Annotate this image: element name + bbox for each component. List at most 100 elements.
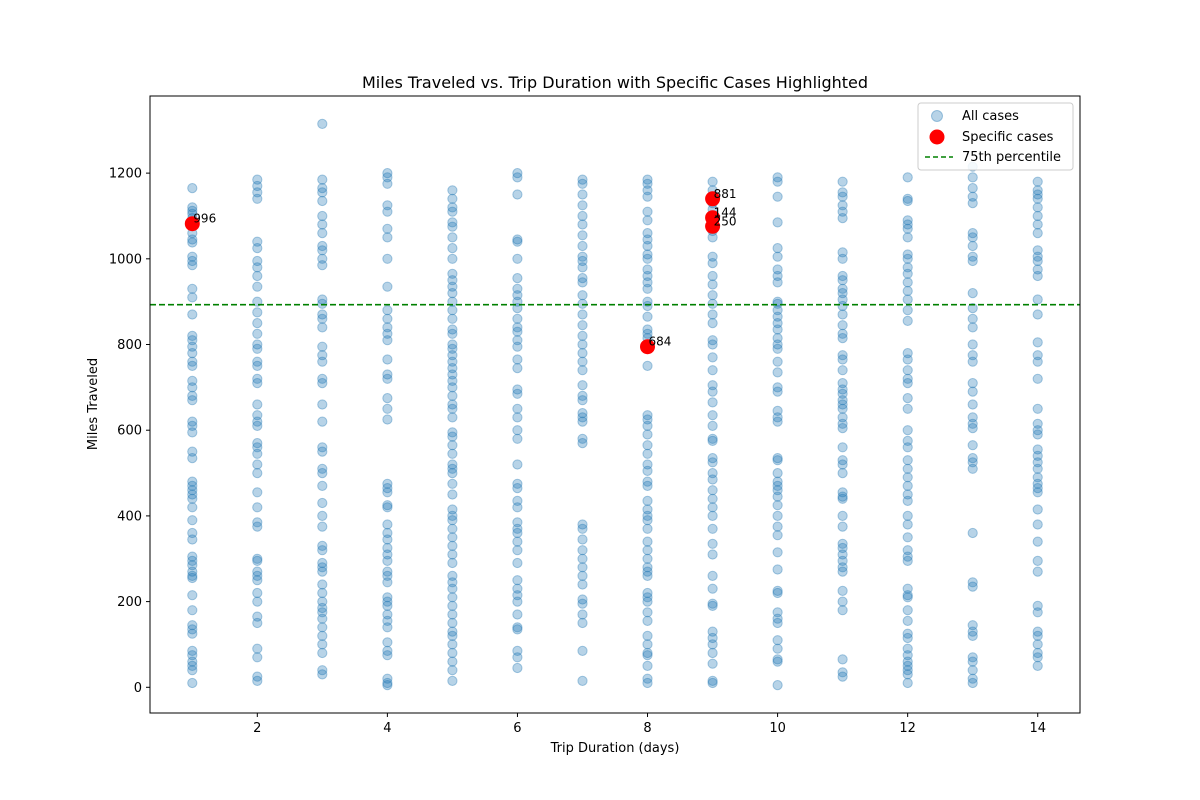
data-point-all-cases xyxy=(1032,639,1043,650)
data-point-all-cases xyxy=(512,624,523,635)
data-point-all-cases xyxy=(317,463,328,474)
data-point-all-cases xyxy=(317,630,328,642)
data-point-all-cases xyxy=(772,386,783,397)
data-point-specific-case xyxy=(184,216,200,232)
data-point-all-cases xyxy=(707,510,718,522)
data-point-all-cases xyxy=(382,519,393,530)
data-point-all-cases xyxy=(902,510,913,522)
data-point-all-cases xyxy=(837,412,848,423)
data-point-all-cases xyxy=(967,350,978,361)
data-point-all-cases xyxy=(837,667,848,678)
data-point-all-cases xyxy=(447,427,458,438)
data-point-all-cases xyxy=(187,234,198,245)
data-point-all-cases xyxy=(187,251,198,262)
data-point-all-cases xyxy=(577,570,588,582)
x-tick-label: 10 xyxy=(769,721,786,736)
data-point-all-cases xyxy=(577,290,588,301)
data-point-all-cases xyxy=(447,363,458,374)
legend-box xyxy=(917,102,1074,171)
data-point-all-cases xyxy=(382,566,393,577)
data-point-all-cases xyxy=(317,497,328,509)
data-point-all-cases xyxy=(967,339,978,350)
data-point-all-cases xyxy=(317,183,328,194)
data-point-all-cases xyxy=(707,380,718,391)
data-point-all-cases xyxy=(902,348,913,359)
data-point-all-cases xyxy=(577,598,588,609)
data-point-all-cases xyxy=(317,399,328,410)
data-point-all-cases xyxy=(642,673,653,684)
data-point-all-cases xyxy=(317,669,328,680)
data-point-all-cases xyxy=(382,577,393,588)
data-point-all-cases xyxy=(967,626,978,637)
data-point-all-cases xyxy=(967,577,978,588)
data-point-all-cases xyxy=(382,168,393,179)
data-point-all-cases xyxy=(252,281,263,292)
data-point-all-cases xyxy=(772,339,783,350)
data-point-all-cases xyxy=(1032,189,1043,200)
data-point-all-cases xyxy=(967,251,978,262)
data-point-all-cases xyxy=(837,542,848,554)
data-point-all-cases xyxy=(512,403,523,414)
data-point-all-cases xyxy=(447,639,458,650)
data-point-all-cases xyxy=(837,213,848,224)
data-point-all-cases xyxy=(252,587,263,599)
data-point-all-cases xyxy=(317,446,328,457)
data-point-all-cases xyxy=(1032,356,1043,367)
data-point-all-cases xyxy=(577,339,588,350)
data-point-all-cases xyxy=(837,283,848,294)
data-point-all-cases xyxy=(577,240,588,252)
data-point-all-cases xyxy=(772,617,783,629)
data-point-all-cases xyxy=(837,423,848,434)
data-point-all-cases xyxy=(772,654,783,665)
y-tick-label: 800 xyxy=(117,338,142,353)
data-point-all-cases xyxy=(772,172,783,183)
data-point-all-cases xyxy=(707,647,718,659)
data-point-all-cases xyxy=(902,665,913,676)
data-point-all-cases xyxy=(707,410,718,421)
data-point-all-cases xyxy=(447,412,458,423)
data-point-all-cases xyxy=(837,200,848,211)
data-point-all-cases xyxy=(382,478,393,489)
data-point-all-cases xyxy=(187,534,198,545)
data-point-all-cases xyxy=(187,360,198,371)
data-point-all-cases xyxy=(902,253,913,264)
data-point-all-cases xyxy=(447,515,458,526)
data-point-all-cases xyxy=(902,277,913,288)
data-point-all-cases xyxy=(447,463,458,474)
data-point-all-cases xyxy=(707,626,718,637)
data-point-all-cases xyxy=(902,305,913,316)
data-point-all-cases xyxy=(317,118,328,130)
y-tick-label: 400 xyxy=(117,509,142,524)
data-point-all-cases xyxy=(707,457,718,468)
data-point-all-cases xyxy=(967,191,978,202)
data-point-all-cases xyxy=(642,311,653,322)
data-point-all-cases xyxy=(902,195,913,207)
data-point-all-cases xyxy=(707,298,718,309)
data-point-all-cases xyxy=(252,521,263,532)
data-point-all-cases xyxy=(512,388,523,399)
data-point-all-cases xyxy=(447,656,458,667)
data-point-all-cases xyxy=(447,253,458,264)
data-point-all-cases xyxy=(577,416,588,427)
data-point-all-cases xyxy=(252,566,263,577)
data-point-all-cases xyxy=(317,240,328,252)
data-point-all-cases xyxy=(902,489,913,500)
data-point-all-cases xyxy=(447,375,458,386)
data-point-all-cases xyxy=(642,587,653,599)
data-point-all-cases xyxy=(902,650,913,661)
data-point-all-cases xyxy=(317,602,328,614)
data-point-all-cases xyxy=(382,673,393,684)
data-point-all-cases xyxy=(317,587,328,599)
x-tick-label: 8 xyxy=(643,721,651,736)
data-point-all-cases xyxy=(382,500,393,511)
data-point-all-cases xyxy=(187,260,198,271)
legend-specific-cases-label: Specific cases xyxy=(962,130,1054,145)
data-point-all-cases xyxy=(837,333,848,344)
data-point-all-cases xyxy=(1032,660,1043,672)
data-point-all-cases xyxy=(382,600,393,612)
data-point-all-cases xyxy=(187,202,198,213)
data-point-all-cases xyxy=(902,583,913,594)
data-point-all-cases xyxy=(1032,337,1043,348)
data-point-all-cases xyxy=(187,309,198,320)
data-point-all-cases xyxy=(577,408,588,419)
